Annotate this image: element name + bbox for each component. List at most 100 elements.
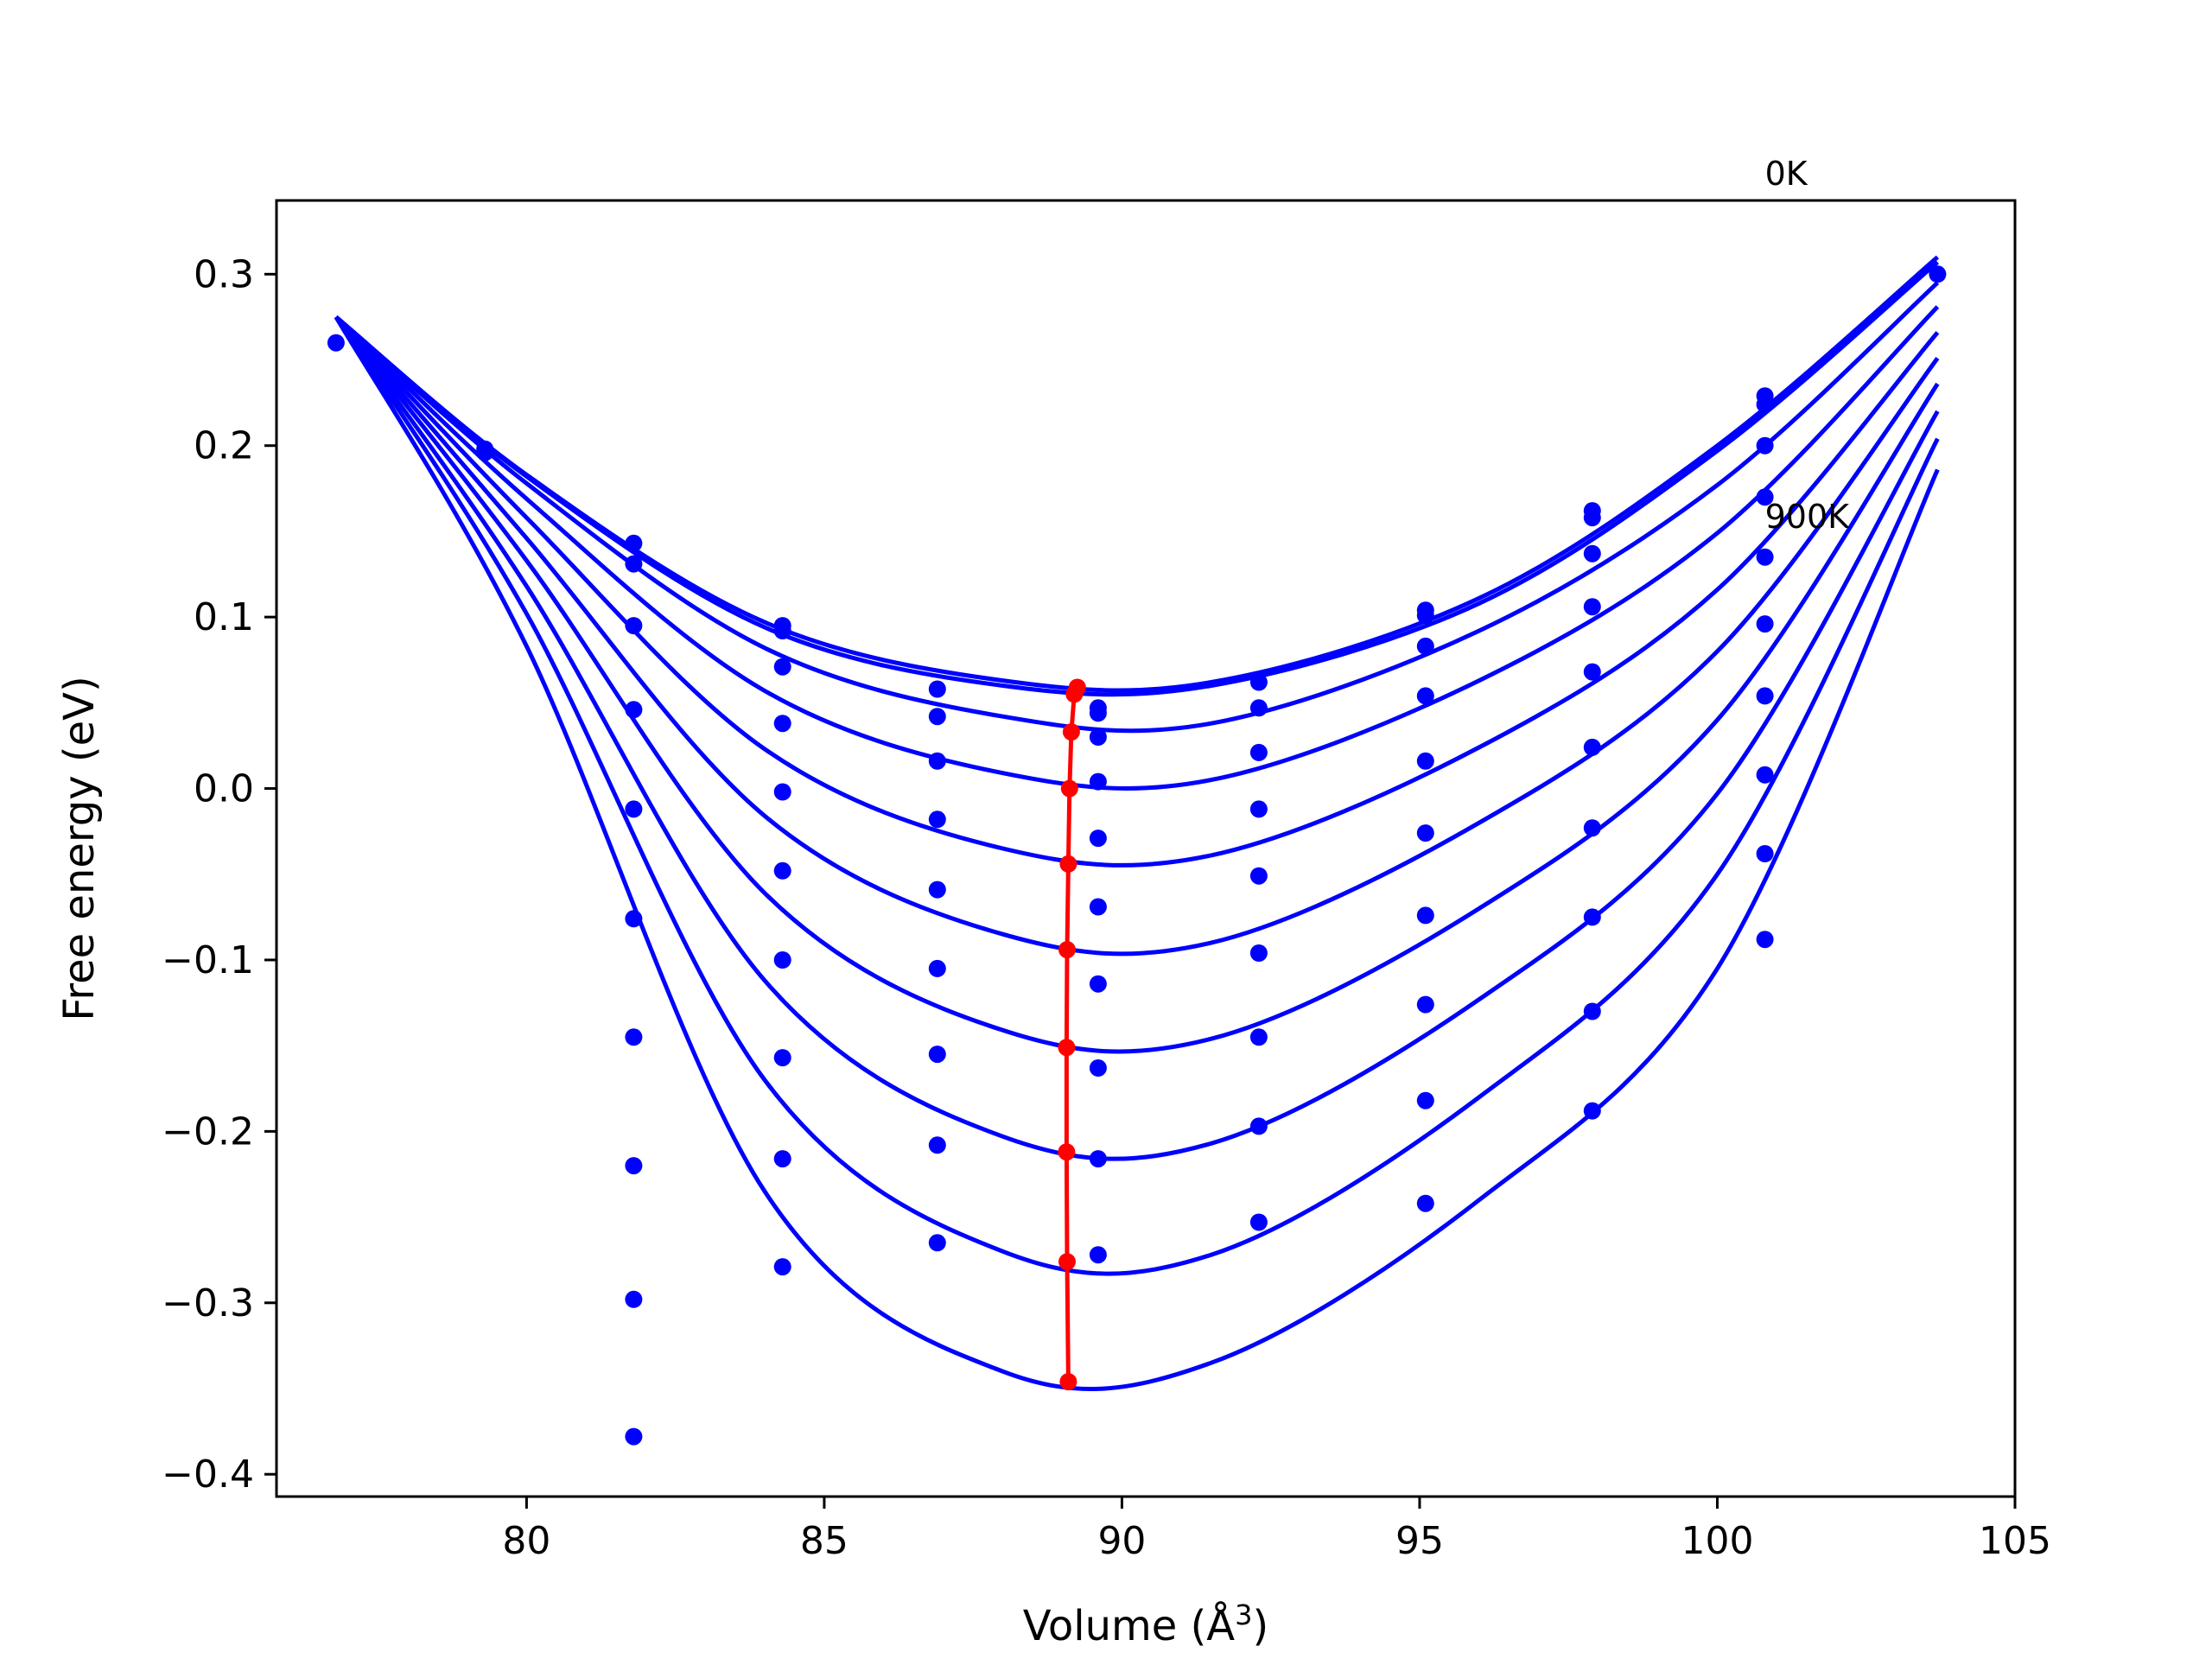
y-tick-label: −0.3	[162, 1281, 254, 1325]
data-point	[928, 880, 946, 899]
data-point	[928, 959, 946, 977]
data-point	[1756, 548, 1774, 566]
temperature-annotation: 900K	[1765, 498, 1851, 536]
minimum-point	[1060, 779, 1078, 798]
data-point	[773, 783, 791, 801]
data-point	[1756, 396, 1774, 414]
data-point	[1929, 265, 1947, 283]
data-point	[928, 1046, 946, 1064]
data-point	[1249, 944, 1268, 962]
data-point	[928, 680, 946, 698]
data-point	[625, 1028, 643, 1046]
data-point	[1756, 687, 1774, 705]
data-point	[1089, 1059, 1107, 1077]
y-tick-label: −0.2	[162, 1109, 254, 1154]
y-tick-label: 0.0	[194, 767, 254, 811]
data-point	[928, 1136, 946, 1154]
data-point	[1416, 752, 1434, 770]
data-point	[1756, 845, 1774, 862]
x-tick-label: 85	[800, 1519, 849, 1563]
minimum-point	[1065, 685, 1084, 703]
data-point	[1583, 544, 1601, 563]
data-point	[773, 1049, 791, 1067]
data-point	[928, 810, 946, 829]
x-axis-label: Volume (Å3)	[1023, 1599, 1268, 1650]
y-tick-label: −0.1	[162, 938, 254, 982]
data-point	[773, 715, 791, 733]
data-point	[928, 708, 946, 726]
data-point	[1089, 1150, 1107, 1168]
data-point	[1249, 699, 1268, 717]
data-point	[773, 861, 791, 880]
minimum-point	[1062, 723, 1080, 741]
data-point	[625, 1290, 643, 1308]
data-point	[1249, 743, 1268, 761]
x-tick-label: 80	[502, 1519, 550, 1563]
data-point	[1756, 615, 1774, 633]
data-point	[625, 617, 643, 635]
minimum-point	[1058, 1143, 1076, 1161]
fit-curve-2	[334, 281, 1940, 734]
data-point	[1249, 867, 1268, 885]
data-point	[1249, 1117, 1268, 1135]
y-tick-label: −0.4	[162, 1452, 254, 1497]
minimum-point	[1058, 1039, 1076, 1057]
fit-curve-5	[334, 315, 1940, 957]
data-point	[1416, 687, 1434, 705]
fit-curve-9	[334, 315, 1940, 1392]
data-point	[1416, 1194, 1434, 1212]
data-point	[1249, 800, 1268, 818]
minimum-point	[1058, 1253, 1076, 1271]
data-point	[1416, 1091, 1434, 1109]
data-point	[1089, 975, 1107, 993]
data-point	[1249, 1213, 1268, 1231]
data-point	[773, 951, 791, 969]
data-point	[1583, 738, 1601, 756]
data-point	[1416, 607, 1434, 625]
y-tick-label: 0.2	[194, 424, 254, 468]
data-point	[1756, 436, 1774, 454]
data-point	[1249, 1028, 1268, 1046]
temperature-annotation: 0K	[1765, 155, 1808, 193]
data-point	[1089, 1246, 1107, 1264]
data-point	[1583, 819, 1601, 837]
data-point	[1416, 906, 1434, 925]
data-point	[928, 1234, 946, 1252]
minimum-path-line	[1064, 686, 1080, 1382]
data-point	[1756, 766, 1774, 784]
minimum-point	[1058, 941, 1076, 959]
y-tick-label: 0.3	[194, 252, 254, 296]
data-point	[1089, 772, 1107, 791]
x-tick-label: 95	[1395, 1519, 1444, 1563]
fit-curve-4	[334, 315, 1940, 868]
y-axis-label: Free energy (eV)	[55, 676, 104, 1020]
minimum-point	[1059, 1373, 1077, 1391]
data-point	[1583, 1102, 1601, 1120]
data-point	[1756, 931, 1774, 949]
data-point	[1089, 898, 1107, 916]
data-point	[1756, 488, 1774, 506]
data-point	[1583, 908, 1601, 926]
data-point	[625, 1157, 643, 1175]
fit-curve-3	[334, 305, 1940, 791]
data-point	[1416, 824, 1434, 842]
data-point	[1416, 637, 1434, 655]
data-point	[1416, 995, 1434, 1014]
data-point	[327, 334, 345, 352]
y-tick-label: 0.1	[194, 595, 254, 639]
data-point	[928, 752, 946, 770]
data-point	[773, 1150, 791, 1168]
data-point	[625, 800, 643, 818]
data-point	[773, 1258, 791, 1276]
plot-frame	[275, 199, 2017, 1498]
fit-curve-6	[334, 315, 1940, 1054]
data-point	[1583, 663, 1601, 681]
fit-curve-1	[334, 260, 1940, 697]
minimum-point	[1059, 855, 1077, 873]
data-point	[1583, 509, 1601, 527]
data-point	[1583, 1002, 1601, 1020]
data-point	[1089, 699, 1107, 717]
x-tick-label: 90	[1097, 1519, 1146, 1563]
